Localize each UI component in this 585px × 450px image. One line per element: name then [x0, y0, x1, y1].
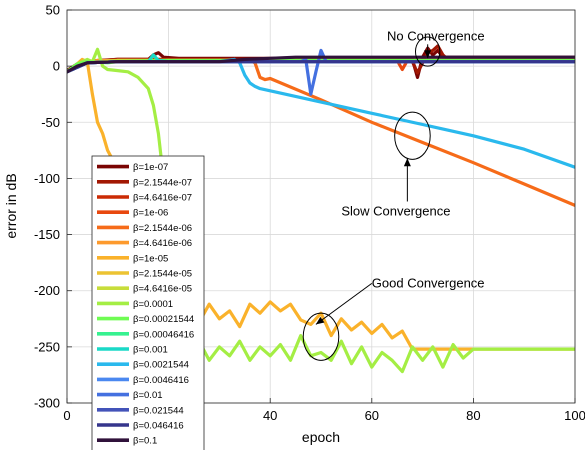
legend-entry: β=0.00046416	[133, 329, 194, 340]
legend-value: 2.1544e-05	[144, 269, 192, 280]
legend-entry: β=0.00021544	[133, 314, 194, 325]
legend-entry: β=4.6416e-05	[133, 284, 192, 295]
x-tick-label: 60	[365, 408, 379, 423]
legend-prefix: β=	[133, 436, 144, 447]
legend-prefix: β=	[133, 177, 144, 188]
legend-prefix: β=	[133, 193, 144, 204]
y-tick-label: 50	[46, 3, 60, 18]
legend-value: 0.00021544	[144, 314, 194, 325]
legend-entry: β=4.6416e-07	[133, 193, 192, 204]
legend-entry: β=1e-05	[133, 253, 168, 264]
y-tick-label: -200	[34, 283, 60, 298]
x-tick-label: 100	[564, 408, 585, 423]
legend-value: 4.6416e-05	[144, 284, 192, 295]
legend-value: 1e-07	[144, 162, 168, 173]
legend-prefix: β=	[133, 208, 144, 219]
x-tick-label: 0	[63, 408, 70, 423]
legend-value: 0.1	[144, 436, 157, 447]
legend: β=1e-07β=2.1544e-07β=4.6416e-07β=1e-06β=…	[92, 156, 204, 450]
y-tick-label: -100	[34, 171, 60, 186]
legend-entry: β=1e-06	[133, 208, 168, 219]
legend-value: 0.0021544	[144, 360, 189, 371]
legend-entry: β=2.1544e-05	[133, 269, 192, 280]
legend-entry: β=2.1544e-06	[133, 223, 192, 234]
y-tick-label: -250	[34, 339, 60, 354]
legend-prefix: β=	[133, 253, 144, 264]
x-tick-label: 40	[263, 408, 277, 423]
legend-prefix: β=	[133, 299, 144, 310]
legend-entry: β=0.0021544	[133, 360, 189, 371]
legend-value: 4.6416e-07	[144, 193, 192, 204]
legend-prefix: β=	[133, 405, 144, 416]
legend-prefix: β=	[133, 329, 144, 340]
legend-value: 2.1544e-06	[144, 223, 192, 234]
y-axis-label: error in dB	[3, 173, 19, 238]
legend-prefix: β=	[133, 421, 144, 432]
legend-value: 4.6416e-06	[144, 238, 192, 249]
legend-prefix: β=	[133, 284, 144, 295]
legend-entry: β=1e-07	[133, 162, 168, 173]
legend-prefix: β=	[133, 269, 144, 280]
legend-prefix: β=	[133, 360, 144, 371]
legend-prefix: β=	[133, 223, 144, 234]
legend-value: 1e-05	[144, 253, 168, 264]
legend-value: 0.0001	[144, 299, 173, 310]
legend-value: 1e-06	[144, 208, 168, 219]
y-tick-label: 0	[53, 59, 60, 74]
legend-value: 0.01	[144, 390, 163, 401]
legend-entry: β=0.001	[133, 345, 168, 356]
legend-prefix: β=	[133, 162, 144, 173]
legend-entry: β=0.0001	[133, 299, 173, 310]
legend-value: 0.0046416	[144, 375, 189, 386]
y-tick-label: -50	[41, 115, 60, 130]
legend-prefix: β=	[133, 238, 144, 249]
legend-value: 0.021544	[144, 405, 184, 416]
x-axis-label: epoch	[302, 429, 340, 445]
x-tick-label: 80	[466, 408, 480, 423]
legend-entry: β=0.021544	[133, 405, 184, 416]
legend-entry: β=0.046416	[133, 421, 184, 432]
legend-entry: β=0.1	[133, 436, 157, 447]
annotation-label: Good Convergence	[372, 275, 485, 290]
y-tick-label: -150	[34, 227, 60, 242]
annotation-label: No Convergence	[387, 28, 485, 43]
annotation-label: Slow Convergence	[341, 203, 450, 218]
legend-prefix: β=	[133, 390, 144, 401]
legend-prefix: β=	[133, 314, 144, 325]
legend-value: 0.001	[144, 345, 168, 356]
y-tick-label: -300	[34, 396, 60, 411]
legend-value: 0.046416	[144, 421, 184, 432]
legend-prefix: β=	[133, 375, 144, 386]
legend-entry: β=2.1544e-07	[133, 177, 192, 188]
legend-entry: β=0.01	[133, 390, 163, 401]
legend-value: 2.1544e-07	[144, 177, 192, 188]
legend-prefix: β=	[133, 345, 144, 356]
legend-entry: β=4.6416e-06	[133, 238, 192, 249]
legend-value: 0.00046416	[144, 329, 194, 340]
legend-entry: β=0.0046416	[133, 375, 189, 386]
